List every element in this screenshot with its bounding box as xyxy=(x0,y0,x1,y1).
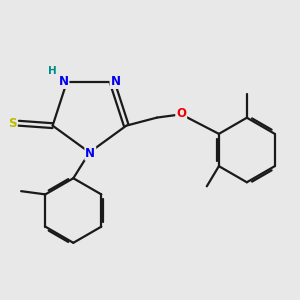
Text: N: N xyxy=(110,75,121,88)
Text: S: S xyxy=(8,117,16,130)
Text: N: N xyxy=(85,147,95,160)
Text: O: O xyxy=(176,107,186,120)
Text: N: N xyxy=(58,75,68,88)
Text: H: H xyxy=(48,66,56,76)
